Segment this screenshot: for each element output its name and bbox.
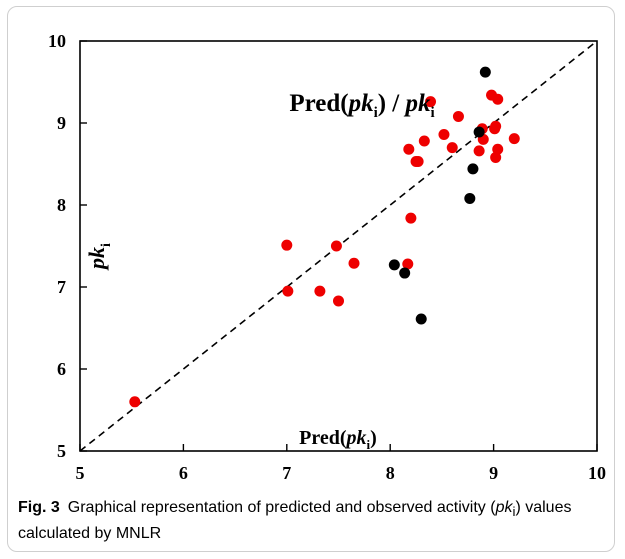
data-point-red — [425, 96, 437, 108]
x-axis-label: Pred(pki) — [299, 427, 377, 452]
x-tick-label: 8 — [386, 463, 395, 483]
data-point-red — [446, 142, 458, 154]
data-point-red — [281, 239, 293, 251]
data-point-red — [418, 135, 430, 147]
x-axis-ticks: 5 6 7 8 9 10 — [76, 444, 606, 483]
caption-text-before: Graphical representation of predicted an… — [67, 499, 496, 516]
y-axis-ticks: 5 6 7 8 9 10 — [48, 31, 87, 461]
data-point-red — [412, 156, 424, 168]
data-point-black — [473, 126, 485, 138]
data-point-red — [282, 285, 294, 297]
x-tick-label: 6 — [179, 463, 188, 483]
data-point-red — [508, 133, 520, 145]
y-tick-label: 5 — [57, 441, 66, 461]
data-point-red — [438, 128, 450, 140]
y-tick-label: 7 — [57, 277, 66, 297]
caption-subscript: i — [512, 504, 516, 520]
y-axis-label: pki — [84, 243, 114, 271]
figure-caption: Fig. 3 Graphical representation of predic… — [18, 497, 610, 545]
y-tick-label: 8 — [57, 195, 66, 215]
data-point-black — [399, 267, 411, 279]
figure-label: Fig. 3 — [18, 499, 60, 516]
x-tick-label: 5 — [76, 463, 85, 483]
data-point-red — [330, 240, 342, 252]
y-tick-label: 10 — [48, 31, 66, 51]
data-point-black — [479, 66, 491, 78]
data-point-red — [492, 93, 504, 105]
x-tick-label: 9 — [489, 463, 498, 483]
data-point-red — [473, 145, 485, 157]
chart-title: Pred(pki) / pki — [289, 90, 434, 121]
y-tick-label: 6 — [57, 359, 66, 379]
data-point-red — [348, 257, 360, 269]
data-point-red — [452, 110, 464, 122]
data-point-black — [388, 259, 400, 271]
data-points — [129, 66, 520, 408]
data-point-red — [403, 143, 415, 155]
data-point-red — [405, 212, 417, 224]
y-tick-label: 9 — [57, 113, 66, 133]
caption-text-after: ) values calculated by MNLR — [18, 499, 572, 543]
figure-frame — [7, 6, 615, 552]
data-point-black — [467, 163, 479, 175]
data-point-red — [333, 295, 344, 307]
data-point-red — [314, 285, 326, 297]
data-point-red — [492, 143, 504, 155]
x-tick-label: 7 — [282, 463, 291, 483]
x-tick-label: 10 — [588, 463, 606, 483]
data-point-black — [415, 313, 427, 325]
scatter-chart: 5 6 7 8 9 10 5 6 7 8 9 10 Pred(pki) / pki Pred(pki… — [48, 31, 606, 483]
plot-area — [79, 40, 598, 452]
data-point-black — [464, 192, 476, 204]
data-point-red — [490, 120, 502, 132]
caption-italic: pk — [495, 499, 513, 516]
data-point-red — [402, 258, 414, 270]
data-point-red — [129, 396, 141, 408]
